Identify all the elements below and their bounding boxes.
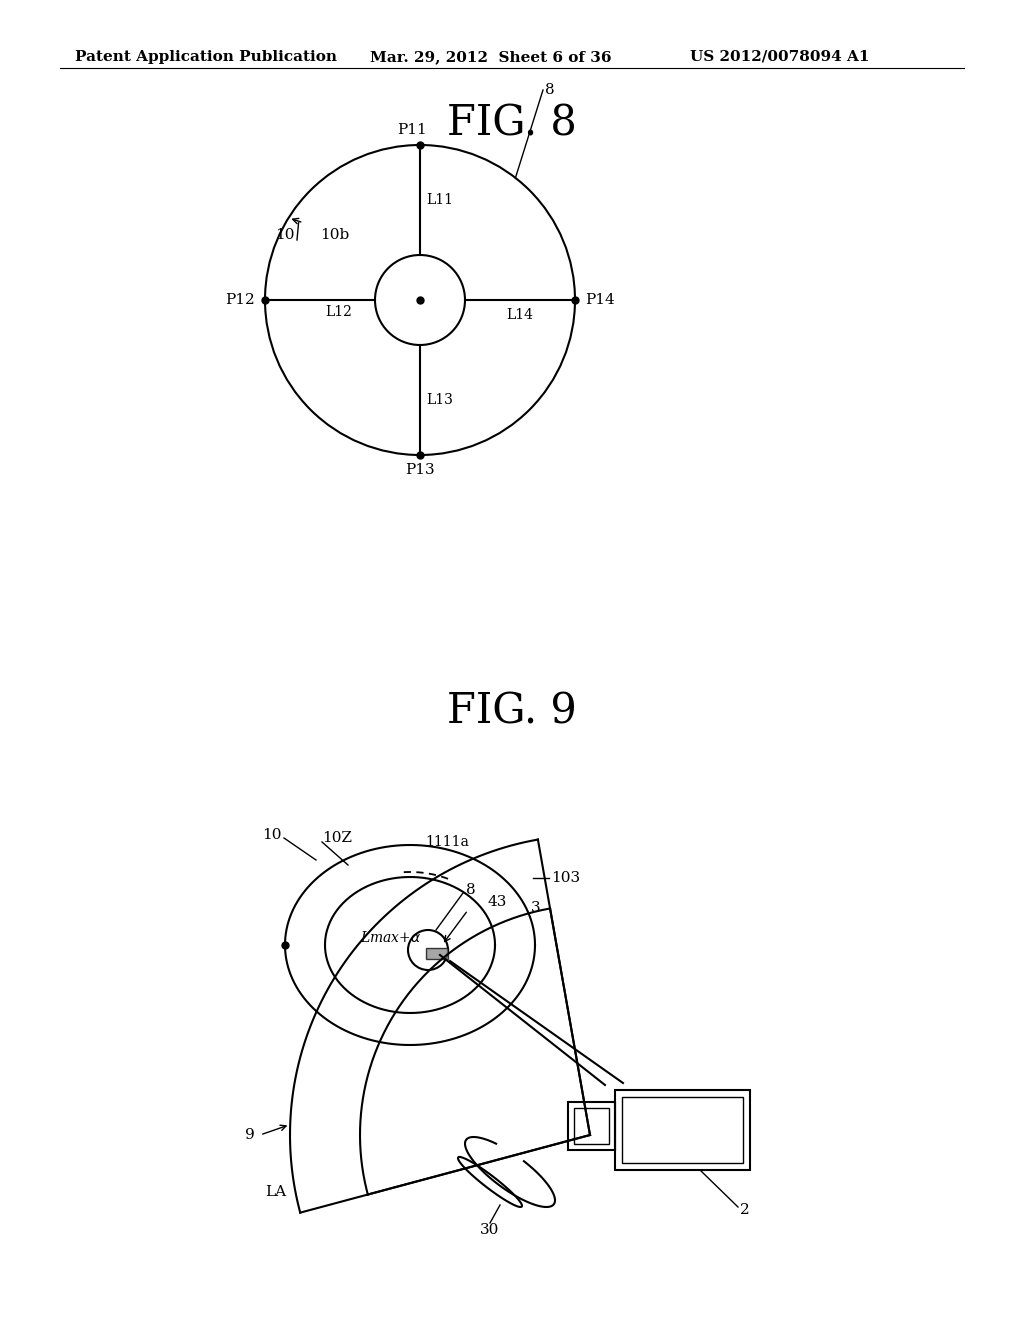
Text: 2: 2 — [740, 1203, 750, 1217]
Text: 8: 8 — [466, 883, 475, 898]
Text: 10: 10 — [275, 228, 295, 242]
Text: 8: 8 — [545, 83, 555, 96]
FancyBboxPatch shape — [622, 1097, 743, 1163]
Text: US 2012/0078094 A1: US 2012/0078094 A1 — [690, 50, 869, 63]
Text: P11: P11 — [397, 123, 427, 137]
Text: 9: 9 — [246, 1129, 255, 1142]
Text: P13: P13 — [406, 463, 435, 477]
Text: L13: L13 — [426, 393, 453, 407]
Text: LA: LA — [265, 1185, 286, 1199]
Text: 43: 43 — [487, 895, 507, 908]
FancyBboxPatch shape — [615, 1090, 750, 1170]
Text: 30: 30 — [480, 1224, 500, 1237]
Text: Mar. 29, 2012  Sheet 6 of 36: Mar. 29, 2012 Sheet 6 of 36 — [370, 50, 611, 63]
Text: P14: P14 — [585, 293, 614, 308]
Text: FIG. 8: FIG. 8 — [447, 102, 577, 144]
Text: 103: 103 — [551, 871, 580, 884]
Text: L12: L12 — [325, 305, 352, 319]
FancyBboxPatch shape — [574, 1107, 609, 1144]
Text: 1111a: 1111a — [425, 836, 469, 849]
FancyBboxPatch shape — [426, 948, 449, 960]
Text: L14: L14 — [507, 308, 534, 322]
Text: L11: L11 — [426, 193, 453, 207]
Text: P12: P12 — [225, 293, 255, 308]
Text: 3: 3 — [530, 902, 541, 915]
FancyBboxPatch shape — [568, 1102, 615, 1150]
Text: 10b: 10b — [319, 228, 349, 242]
Text: Patent Application Publication: Patent Application Publication — [75, 50, 337, 63]
Text: Lmax+$\alpha$: Lmax+$\alpha$ — [360, 929, 421, 945]
Text: 10: 10 — [262, 828, 282, 842]
Text: 10Z: 10Z — [322, 832, 352, 845]
Text: FIG. 9: FIG. 9 — [447, 690, 577, 733]
